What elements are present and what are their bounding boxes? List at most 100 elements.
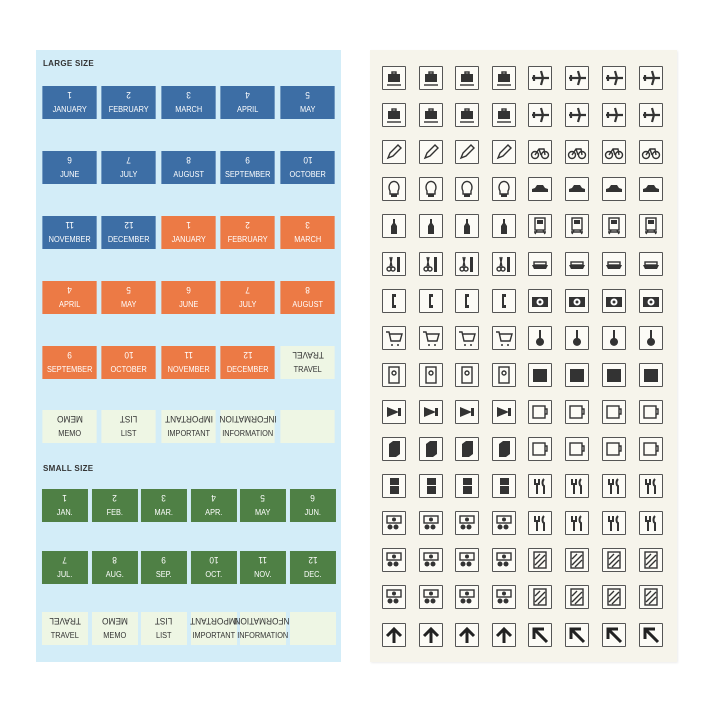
- money-icon[interactable]: [419, 585, 443, 610]
- mug-icon[interactable]: [528, 399, 552, 424]
- sticker-label[interactable]: 2 FEBRUARY: [101, 86, 157, 119]
- sticker-label[interactable]: 11 NOVEMBER: [161, 346, 216, 379]
- fork-knife-icon[interactable]: [639, 511, 663, 536]
- telephone-icon[interactable]: [382, 288, 406, 313]
- scissors-comb-icon[interactable]: [492, 251, 516, 276]
- telephone-icon[interactable]: [419, 288, 443, 313]
- train-icon[interactable]: [528, 214, 552, 239]
- money-icon[interactable]: [492, 585, 516, 610]
- scissors-comb-icon[interactable]: [455, 251, 479, 276]
- airplane-icon[interactable]: [528, 103, 552, 128]
- sticker-label[interactable]: 4 APRIL: [42, 281, 98, 314]
- bottle-icon[interactable]: [419, 214, 443, 239]
- train-icon[interactable]: [565, 214, 589, 239]
- fork-knife-icon[interactable]: [565, 511, 589, 536]
- bottle-icon[interactable]: [382, 214, 406, 239]
- sticker-label[interactable]: IMPORTANT IMPORTANT: [161, 410, 216, 443]
- bottle-icon[interactable]: [455, 214, 479, 239]
- airplane-icon[interactable]: [565, 66, 589, 90]
- sticker-label[interactable]: 8 AUGUST: [279, 281, 335, 314]
- fork-knife-icon[interactable]: [602, 474, 626, 499]
- fork-knife-icon[interactable]: [639, 474, 663, 499]
- mug-icon[interactable]: [602, 437, 626, 461]
- sticker-label[interactable]: 2 FEB.: [91, 489, 138, 522]
- window-icon[interactable]: [602, 548, 626, 573]
- money-icon[interactable]: [382, 548, 406, 573]
- arrow-up-left-icon[interactable]: [639, 622, 663, 647]
- sticker-label[interactable]: 4 APR.: [190, 489, 237, 522]
- sticker-label[interactable]: 3 MARCH: [279, 216, 335, 249]
- money-icon[interactable]: [419, 548, 443, 573]
- sticker-label[interactable]: 1 JANUARY: [42, 86, 98, 119]
- sticker-label[interactable]: 12 DECEMBER: [101, 216, 157, 249]
- shopping-cart-icon[interactable]: [455, 325, 479, 350]
- arrow-up-left-icon[interactable]: [602, 622, 626, 647]
- megaphone-icon[interactable]: [455, 399, 479, 424]
- book-icon[interactable]: [382, 437, 406, 461]
- pencil-icon[interactable]: [419, 140, 443, 165]
- camera-icon[interactable]: [528, 288, 552, 313]
- airplane-icon[interactable]: [602, 66, 626, 90]
- guitar-icon[interactable]: [639, 325, 663, 350]
- money-icon[interactable]: [382, 585, 406, 610]
- book-icon[interactable]: [419, 437, 443, 461]
- airplane-icon[interactable]: [602, 103, 626, 128]
- car-icon[interactable]: [565, 177, 589, 202]
- book-icon[interactable]: [455, 437, 479, 461]
- ship-icon[interactable]: [565, 251, 589, 276]
- pencil-icon[interactable]: [382, 140, 406, 165]
- telephone-icon[interactable]: [455, 288, 479, 313]
- sticker-label[interactable]: 2 FEBRUARY: [220, 216, 276, 249]
- window-icon[interactable]: [528, 585, 552, 610]
- sticker-label[interactable]: 3 MAR.: [140, 489, 187, 522]
- train-icon[interactable]: [602, 214, 626, 239]
- bicycle-icon[interactable]: [528, 140, 552, 165]
- airplane-icon[interactable]: [639, 66, 663, 90]
- window-icon[interactable]: [602, 585, 626, 610]
- shopping-cart-icon[interactable]: [419, 325, 443, 350]
- ship-icon[interactable]: [602, 251, 626, 276]
- sticker-label[interactable]: 1 JAN.: [41, 489, 88, 522]
- sticker-label[interactable]: 5 MAY: [239, 489, 286, 522]
- pencil-icon[interactable]: [492, 140, 516, 165]
- arrow-up-icon[interactable]: [492, 622, 516, 647]
- light-bulb-icon[interactable]: [419, 177, 443, 202]
- clapperboard-icon[interactable]: [528, 362, 552, 387]
- fork-knife-icon[interactable]: [565, 474, 589, 499]
- sticker-label[interactable]: 12 DEC.: [289, 551, 336, 584]
- clapperboard-icon[interactable]: [565, 362, 589, 387]
- shopping-cart-icon[interactable]: [492, 325, 516, 350]
- bottle-icon[interactable]: [492, 214, 516, 239]
- sticker-label[interactable]: 5 MAY: [279, 86, 335, 119]
- refrigerator-icon[interactable]: [455, 474, 479, 499]
- megaphone-icon[interactable]: [492, 399, 516, 424]
- money-icon[interactable]: [455, 548, 479, 573]
- sticker-label[interactable]: 6 JUNE: [161, 281, 216, 314]
- envelope-icon[interactable]: [455, 362, 479, 387]
- suitcase-icon[interactable]: [419, 66, 443, 90]
- fork-knife-icon[interactable]: [602, 511, 626, 536]
- light-bulb-icon[interactable]: [382, 177, 406, 202]
- sticker-label[interactable]: INFORMATION INFORMATION: [219, 410, 277, 443]
- mug-icon[interactable]: [565, 399, 589, 424]
- window-icon[interactable]: [528, 548, 552, 573]
- sticker-label[interactable]: 1 JANUARY: [161, 216, 216, 249]
- suitcase-icon[interactable]: [382, 103, 406, 128]
- telephone-icon[interactable]: [492, 288, 516, 313]
- money-icon[interactable]: [455, 585, 479, 610]
- sticker-label[interactable]: TRAVEL TRAVEL: [41, 612, 88, 645]
- sticker-label[interactable]: 10 OCT.: [190, 551, 237, 584]
- fork-knife-icon[interactable]: [528, 511, 552, 536]
- camera-icon[interactable]: [602, 288, 626, 313]
- scissors-comb-icon[interactable]: [419, 251, 443, 276]
- airplane-icon[interactable]: [639, 103, 663, 128]
- sticker-label[interactable]: 5 MAY: [101, 281, 157, 314]
- sticker-label[interactable]: IMPORTANT IMPORTANT: [189, 612, 237, 645]
- suitcase-icon[interactable]: [419, 103, 443, 128]
- guitar-icon[interactable]: [528, 325, 552, 350]
- sticker-label[interactable]: 7 JUL.: [41, 551, 88, 584]
- money-icon[interactable]: [455, 511, 479, 536]
- envelope-icon[interactable]: [492, 362, 516, 387]
- arrow-up-left-icon[interactable]: [565, 622, 589, 647]
- sticker-label[interactable]: 11 NOV.: [239, 551, 286, 584]
